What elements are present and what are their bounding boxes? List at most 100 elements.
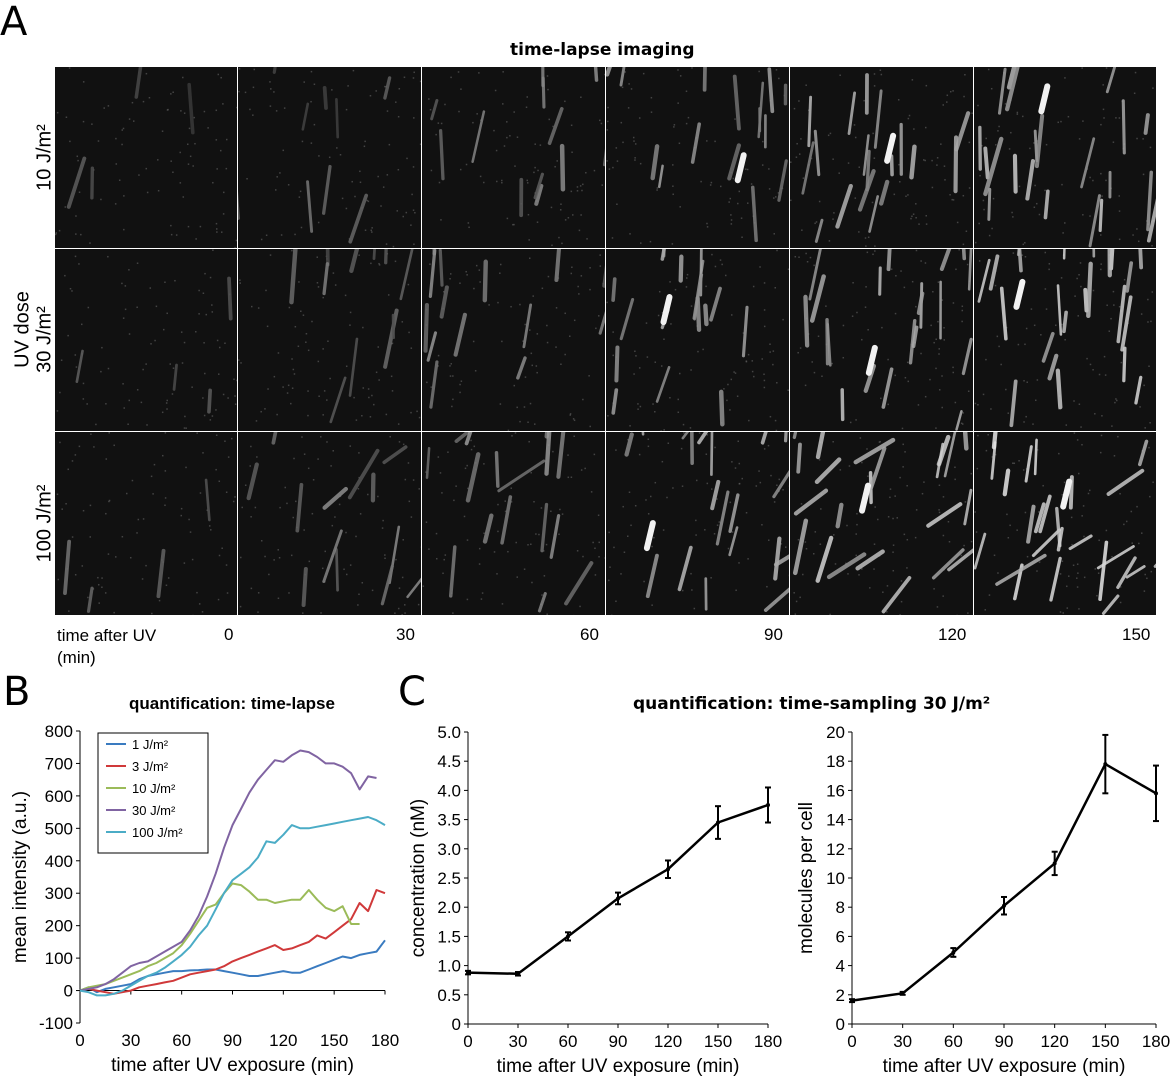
microscopy-tile	[55, 249, 237, 431]
legend-label: 10 J/m²	[132, 781, 176, 796]
time-tick-60: 60	[580, 625, 599, 644]
series-line	[79, 749, 377, 992]
data-point	[566, 934, 570, 939]
x-tick-label: 30	[893, 1032, 912, 1051]
tile-cells	[238, 67, 421, 248]
microscopy-tile	[606, 249, 789, 431]
time-tick-90: 90	[764, 625, 783, 644]
panel-c-title: quantification: time-sampling 30 J/m²	[633, 694, 991, 714]
y-tick-label: 4.0	[437, 781, 461, 800]
data-point	[516, 971, 520, 976]
uv-dose-label: UV dose	[11, 291, 34, 368]
data-point	[900, 991, 905, 996]
y-tick-label: 3.5	[437, 811, 461, 830]
microscopy-tile	[606, 67, 789, 248]
tile-cells	[422, 432, 605, 615]
y-tick-label: -100	[39, 1014, 73, 1033]
data-point	[466, 970, 470, 975]
y-tick-label: 2.5	[437, 869, 461, 888]
microscopy-tile	[422, 432, 605, 615]
microscopy-tile	[55, 432, 237, 615]
row-label-100: 100 J/m²	[33, 484, 56, 563]
data-point	[850, 998, 854, 1003]
time-label-line1: time after UV	[57, 626, 157, 645]
tile-cells	[974, 67, 1156, 248]
x-tick-label: 120	[654, 1032, 682, 1051]
y-tick-label: 700	[45, 754, 73, 773]
tile-cells	[55, 67, 237, 248]
row-label-10: 10 J/m²	[33, 124, 56, 191]
y-tick-label: 20	[826, 723, 845, 742]
y-tick-label: 14	[826, 811, 845, 830]
legend-label: 3 J/m²	[132, 759, 169, 774]
data-point	[1154, 791, 1158, 796]
x-axis-label: time after UV exposure (min)	[111, 1055, 354, 1076]
data-point	[1002, 903, 1006, 908]
tile-cells	[792, 432, 973, 615]
time-tick-120: 120	[938, 625, 967, 644]
y-tick-label: 4.5	[437, 752, 461, 771]
microscopy-tile	[422, 249, 605, 431]
microscopy-tile	[974, 432, 1156, 615]
y-tick-label: 600	[45, 787, 73, 806]
y-tick-label: 3.0	[437, 840, 461, 859]
y-tick-label: 400	[45, 852, 73, 871]
microscopy-tile	[790, 249, 973, 431]
y-tick-label: 10	[826, 869, 845, 888]
y-tick-label: 2.0	[437, 898, 461, 917]
y-axis-label: concentration (nM)	[408, 799, 429, 957]
time-after-uv-label: time after UV (min)	[57, 625, 156, 669]
data-point	[716, 820, 720, 825]
y-tick-label: 1.5	[437, 927, 461, 946]
x-tick-label: 60	[559, 1032, 578, 1051]
x-tick-label: 150	[320, 1031, 348, 1050]
microscopy-tile	[238, 432, 421, 615]
tile-cells	[423, 249, 605, 431]
x-tick-label: 180	[371, 1031, 399, 1050]
chart-concentration: 0 0.5 1.0 1.5 2.0 2.5 3.0 3.5 4.0 4.5 5.0 0 30 60 90 12…	[408, 723, 782, 1077]
x-tick-label: 60	[944, 1032, 963, 1051]
microscopy-tile	[974, 67, 1156, 248]
y-tick-label: 0	[836, 1015, 845, 1034]
y-tick-label: 0.5	[437, 986, 461, 1005]
microscopy-tile	[974, 249, 1156, 431]
tile-cells	[794, 249, 973, 431]
y-tick-label: 16	[826, 781, 845, 800]
x-tick-label: 90	[609, 1032, 628, 1051]
x-tick-label: 120	[1040, 1032, 1068, 1051]
x-tick-label: 180	[754, 1032, 782, 1051]
time-tick-150: 150	[1122, 625, 1151, 644]
y-tick-label: 200	[45, 917, 73, 936]
panel-letter-c: C	[398, 669, 426, 715]
tile-cells	[56, 249, 237, 429]
y-tick-label: 500	[45, 819, 73, 838]
legend-label: 1 J/m²	[132, 737, 169, 752]
x-tick-label: 150	[1091, 1032, 1119, 1051]
row-label-30: 30 J/m²	[33, 306, 56, 373]
tile-cells	[790, 69, 973, 247]
microscopy-tile	[55, 67, 237, 248]
x-tick-label: 0	[463, 1032, 472, 1051]
x-axis-label: time after UV exposure (min)	[497, 1056, 740, 1077]
microscopy-tile	[238, 67, 421, 248]
series-line	[79, 889, 386, 995]
y-tick-label: 18	[826, 752, 845, 771]
series-line	[467, 803, 769, 976]
tile-cells	[608, 432, 789, 615]
x-tick-label: 30	[121, 1031, 140, 1050]
x-axis-label: time after UV exposure (min)	[883, 1056, 1126, 1077]
y-tick-label: 1.0	[437, 957, 461, 976]
microscopy-tile	[790, 432, 973, 615]
tile-cells	[974, 432, 1156, 615]
x-tick-label: 180	[1142, 1032, 1170, 1051]
x-tick-label: 0	[75, 1031, 84, 1050]
time-tick-0: 0	[224, 625, 234, 644]
x-tick-label: 90	[223, 1031, 242, 1050]
tile-cells	[606, 67, 788, 245]
x-tick-label: 90	[995, 1032, 1014, 1051]
microscopy-tile	[790, 67, 973, 248]
y-tick-label: 100	[45, 949, 73, 968]
chart-title: quantification: time-lapse	[129, 694, 335, 713]
legend-label: 30 J/m²	[132, 803, 176, 818]
